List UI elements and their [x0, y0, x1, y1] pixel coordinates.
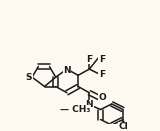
Text: — CH₃: — CH₃	[60, 105, 90, 114]
Text: O: O	[98, 93, 106, 102]
Text: F: F	[86, 55, 92, 64]
Text: F: F	[99, 55, 105, 64]
Text: F: F	[99, 70, 105, 79]
Text: Cl: Cl	[118, 122, 128, 131]
Text: N: N	[86, 100, 93, 109]
Text: S: S	[26, 73, 32, 82]
Text: N: N	[63, 66, 71, 75]
